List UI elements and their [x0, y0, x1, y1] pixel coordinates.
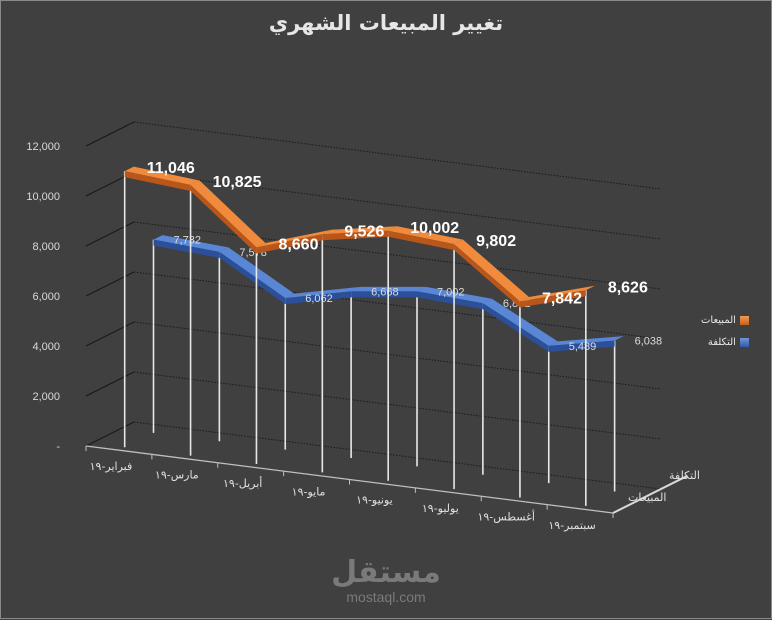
ribbon-top: [519, 285, 595, 302]
ribbon-face: [454, 244, 520, 308]
ribbon-face: [519, 290, 586, 308]
data-label: 5,489: [569, 341, 597, 353]
ribbon-top: [256, 229, 332, 248]
x-tick-label: يونيو-١٩: [356, 494, 393, 507]
legend-item-sales[interactable]: المبيعات: [701, 309, 749, 331]
legend-swatch-sales: [739, 315, 749, 325]
data-label: 8,626: [608, 279, 648, 296]
x-tick-label: مارس-١٩: [155, 469, 199, 482]
side-gridline: [85, 271, 135, 297]
data-label: 11,046: [147, 160, 195, 177]
back-gridline: [133, 371, 662, 440]
ribbon-top: [190, 180, 266, 248]
ribbon-face: [351, 291, 417, 298]
y-tick-label: 10,000: [26, 191, 60, 203]
ribbon-face: [322, 230, 389, 241]
ribbon-face: [153, 239, 220, 258]
side-gridline: [85, 221, 135, 247]
chart-legend: المبيعات التكلفة: [701, 309, 749, 353]
legend-label-sales: المبيعات: [701, 314, 736, 326]
ribbon-face: [482, 303, 549, 352]
ribbon-face: [388, 230, 455, 251]
ribbon-top: [124, 166, 200, 186]
y-tick-label: 12,000: [26, 141, 60, 153]
x-tick-label: أبريل-١٩: [223, 476, 262, 490]
data-label: 9,526: [344, 223, 384, 240]
side-gridline: [85, 371, 135, 397]
side-gridline: [85, 121, 135, 147]
side-gridline: [85, 321, 135, 347]
ribbon-face: [548, 340, 615, 352]
x-tick-label: فبراير-١٩: [90, 460, 133, 473]
ribbon-face: [285, 291, 352, 305]
ribbon-face: [190, 185, 257, 254]
y-tick-label: 8,000: [32, 241, 60, 253]
legend-label-cost: التكلفة: [707, 336, 736, 348]
x-tick-label: أغسطس-١٩: [477, 509, 534, 523]
chart-title: تغيير المبيعات الشهري: [268, 11, 504, 35]
data-label: 6,062: [305, 293, 333, 305]
y-tick-label: 6,000: [32, 291, 60, 303]
data-label: 6,668: [371, 286, 399, 298]
side-gridline: [85, 421, 135, 447]
data-label: 7,002: [437, 286, 465, 298]
ribbon-face: [219, 251, 286, 305]
watermark-latin: mostaql.com: [346, 589, 426, 605]
data-label: 9,802: [476, 233, 516, 250]
data-label: 10,825: [213, 174, 262, 191]
y-tick-label: 4,000: [32, 341, 60, 353]
data-label: 7,732: [173, 235, 201, 247]
data-label: 8,660: [278, 237, 318, 254]
data-label: 6,038: [635, 336, 663, 348]
x-tick-label: سبتمبر-١٩: [548, 519, 595, 532]
ribbon-face: [256, 234, 323, 254]
back-gridline: [133, 321, 662, 390]
watermark-arabic: مستقل: [331, 555, 441, 590]
depth-label-cost: التكلفة: [669, 469, 700, 482]
legend-item-cost[interactable]: التكلفة: [701, 331, 749, 353]
ribbon-face: [416, 291, 483, 310]
x-tick-label: مايو-١٩: [292, 485, 326, 498]
depth-label-sales: المبيعات: [628, 491, 666, 504]
back-gridline: [133, 421, 662, 490]
ribbon-top: [388, 226, 464, 245]
data-label: 10,002: [410, 220, 459, 237]
y-tick-label: 2,000: [32, 391, 60, 403]
x-tick-label: يوليو-١٩: [422, 502, 459, 515]
ribbon-face: [124, 171, 191, 192]
y-tick-label: -: [56, 441, 60, 453]
depth-axis-line: [612, 474, 688, 514]
ribbon-top: [454, 239, 529, 302]
mostaql-watermark: مستقل mostaql.com: [331, 555, 441, 606]
ribbon-top: [322, 226, 398, 235]
legend-swatch-cost: [739, 337, 749, 347]
data-label: 7,842: [542, 291, 582, 308]
